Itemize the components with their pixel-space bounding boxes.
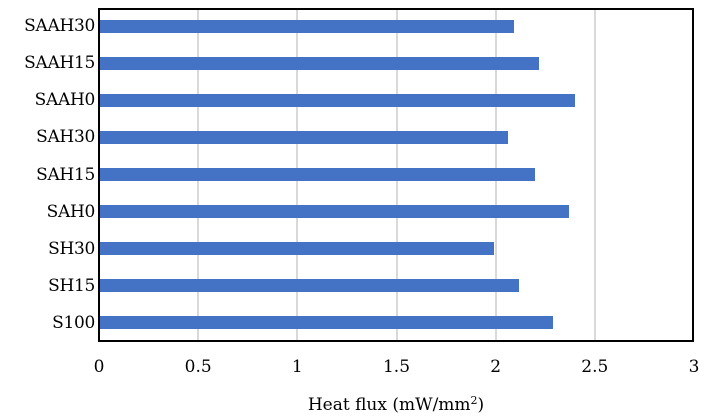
gridline xyxy=(593,10,596,340)
bar-saah30 xyxy=(99,19,514,33)
y-category-label: SAH30 xyxy=(36,127,95,148)
y-category-label: SAH0 xyxy=(46,201,96,222)
x-tick-label: 1 xyxy=(291,357,303,377)
y-category-label: SAAH0 xyxy=(34,90,96,111)
bar-sh15 xyxy=(99,279,520,293)
y-category-label: SH30 xyxy=(48,238,95,259)
x-tick-label: 2.5 xyxy=(581,357,609,377)
bar-sah30 xyxy=(99,130,508,144)
bar-saah0 xyxy=(99,93,575,107)
bar-sah0 xyxy=(99,205,570,219)
y-category-label: SH15 xyxy=(48,275,95,296)
y-category-label: SAAH15 xyxy=(24,53,95,74)
x-axis-title-text: Heat flux (mW/mm xyxy=(307,395,471,415)
bar-sah15 xyxy=(99,168,536,181)
x-axis-title-superscript: 2 xyxy=(470,394,478,407)
y-category-label: SAH15 xyxy=(36,164,95,185)
x-tick-label: 2 xyxy=(490,357,502,377)
bar-sh30 xyxy=(99,242,494,256)
y-category-label: S100 xyxy=(52,312,95,333)
x-tick-label: 3 xyxy=(688,357,700,377)
bar-s100 xyxy=(99,316,554,330)
x-tick-label: 1.5 xyxy=(382,357,411,377)
bar-saah15 xyxy=(99,56,540,70)
x-axis-title: Heat flux (mW/mm2) xyxy=(246,390,546,416)
x-axis-title-close: ) xyxy=(477,395,485,415)
plot-area-frame xyxy=(98,8,694,342)
y-category-label: SAAH30 xyxy=(24,16,95,37)
x-tick-label: 0 xyxy=(93,357,105,377)
x-tick-label: 0.5 xyxy=(184,357,212,377)
